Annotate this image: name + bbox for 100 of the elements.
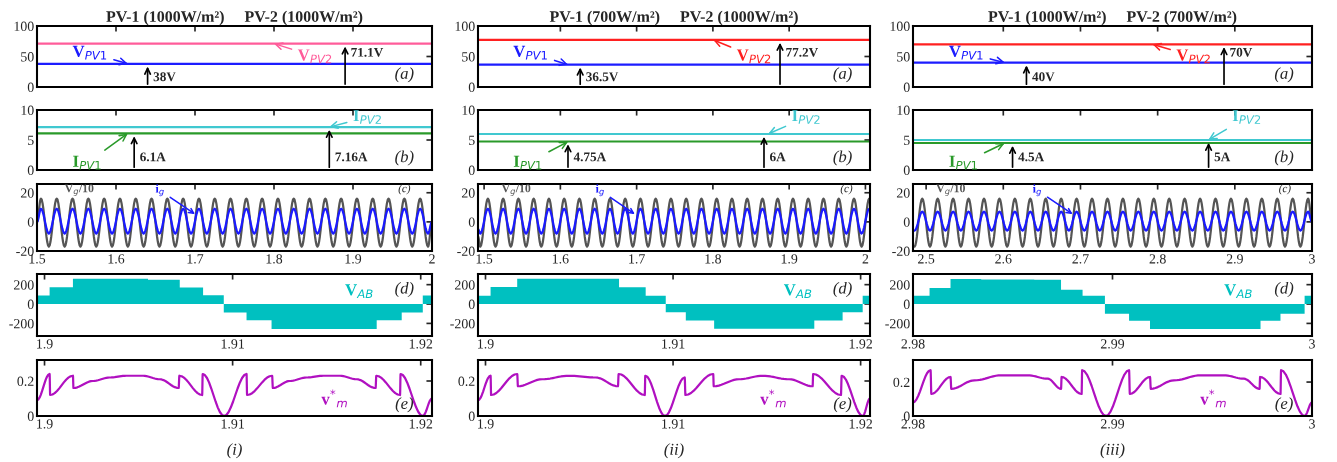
series-label: I$_{PV1}$ <box>949 155 977 170</box>
y-tick-label: 0 <box>468 411 475 421</box>
x-tick-label: 2.98 <box>901 419 925 429</box>
text: (iii) <box>1100 443 1125 459</box>
series-label: V$_{PV2}$ <box>1176 49 1210 64</box>
x-tick-label: 1.7 <box>629 254 645 264</box>
annotation: 4.5A <box>1018 152 1045 162</box>
series-label: V$_{g}$/10 <box>501 184 531 196</box>
y-tick-label: -20 <box>457 246 475 256</box>
x-tick-label: 1.9 <box>478 339 494 349</box>
annotation: (e) <box>395 397 414 413</box>
text: (i) <box>227 443 242 459</box>
series-label: i$_{g}$ <box>155 184 164 197</box>
annotation: (e) <box>833 397 852 413</box>
chart-title: PV-1 (700W/m²) PV-2 (1000W/m²) <box>549 10 798 26</box>
annotation: 70V <box>1230 47 1253 57</box>
x-tick-label: 1.5 <box>29 254 46 264</box>
x-tick-label: 2.6 <box>995 254 1012 264</box>
annotation: (b) <box>1274 150 1294 166</box>
annotation: (d) <box>395 281 414 298</box>
x-tick-label: 1.8 <box>705 254 722 264</box>
x-tick-label: 1.9 <box>345 254 362 264</box>
legend-label: I$_{PV1}$ <box>513 155 542 170</box>
y-tick-label: 0 <box>903 165 910 175</box>
series-label: V$_{AB}$ <box>1224 284 1252 299</box>
y-tick-label: 20 <box>461 188 475 198</box>
x-tick-label: 3 <box>1309 254 1315 264</box>
annotation: (c) <box>1279 184 1291 195</box>
x-tick-label: 2 <box>429 254 435 264</box>
annotation: (c) <box>398 184 411 195</box>
y-tick-label: 50 <box>21 52 34 62</box>
x-tick-label: 1.92 <box>409 339 433 349</box>
y-tick-label: -20 <box>16 246 34 256</box>
x-tick-label: 1.6 <box>552 254 569 264</box>
x-tick-label: 1.92 <box>849 339 873 349</box>
y-tick-label: 10 <box>462 105 475 115</box>
annotation: (a) <box>395 67 414 83</box>
y-tick-label: 0 <box>468 217 475 227</box>
x-tick-label: 2.8 <box>1149 254 1166 264</box>
annotation: (e) <box>1275 397 1293 413</box>
y-tick-label: 0 <box>468 82 475 92</box>
x-tick-label: 1.92 <box>849 419 873 429</box>
annotation: (a) <box>833 67 852 83</box>
series-label: v$^{*}$$_{m}$ <box>321 389 347 408</box>
y-tick-label: 200 <box>14 280 34 290</box>
y-tick-label: 10 <box>21 105 34 115</box>
y-tick-label: 100 <box>455 21 475 31</box>
y-tick-label: -200 <box>450 318 475 329</box>
series-label: V$_{AB}$ <box>345 284 373 299</box>
x-tick-label: 1.5 <box>476 254 493 264</box>
y-tick-label: -20 <box>892 246 910 256</box>
series-label: V$_{PV2}$ <box>736 49 771 64</box>
y-tick-label: 200 <box>455 280 475 290</box>
annotation: (d) <box>833 281 852 298</box>
x-tick-label: 1.9 <box>37 339 53 349</box>
annotation: 38V <box>153 72 176 82</box>
series-label: V$_{g}$/10 <box>64 184 94 196</box>
annotation: 40V <box>1032 72 1055 82</box>
y-tick-label: 200 <box>890 280 910 290</box>
x-tick-label: 1.6 <box>108 254 125 264</box>
annotation: 6.1A <box>140 152 166 162</box>
y-tick-label: 0 <box>468 165 475 175</box>
legend-label: V$_{PV1}$ <box>949 45 983 60</box>
x-tick-label: 1.9 <box>37 419 53 429</box>
y-tick-label: 0.2 <box>458 376 475 387</box>
legend-label: I$_{PV1}$ <box>73 155 101 170</box>
y-tick-label: 0 <box>27 299 34 309</box>
y-tick-label: 0 <box>903 299 910 309</box>
annotation: 7.16A <box>335 152 368 162</box>
y-tick-label: 0 <box>27 165 34 175</box>
y-tick-label: -200 <box>885 318 910 329</box>
x-tick-label: 1.92 <box>409 419 433 429</box>
y-tick-label: 100 <box>14 21 34 31</box>
x-tick-label: 2.99 <box>1100 419 1125 429</box>
annotation: 71.1V <box>351 47 384 57</box>
series-label: I$_{PV2}$ <box>792 110 820 124</box>
y-tick-label: 0.2 <box>893 377 910 388</box>
legend-label: V$_{PV1}$ <box>513 45 547 60</box>
annotation: (b) <box>833 150 852 166</box>
y-tick-label: 0 <box>903 411 910 421</box>
y-tick-label: 0 <box>27 82 34 92</box>
annotation: (b) <box>395 150 414 166</box>
annotation: (d) <box>1274 281 1294 298</box>
x-tick-label: 2.99 <box>1100 339 1125 349</box>
y-tick-label: 0 <box>903 82 910 92</box>
legend-label: V$_{PV1}$ <box>72 45 107 60</box>
chart-title: PV-1 (1000W/m²) PV-2 (1000W/m²) <box>106 10 363 26</box>
series-label: V$_{g}$/10 <box>936 184 965 196</box>
annotation: 77.2V <box>786 47 819 57</box>
y-tick-label: 0 <box>903 217 910 227</box>
y-tick-label: 5 <box>904 135 910 145</box>
y-tick-label: 100 <box>890 21 910 31</box>
x-tick-label: 2.5 <box>918 254 935 264</box>
x-tick-label: 2.98 <box>901 339 925 349</box>
y-tick-label: 0 <box>27 411 34 421</box>
x-tick-label: 1.91 <box>221 339 244 349</box>
y-tick-label: 20 <box>896 188 910 198</box>
annotation: 6A <box>770 152 786 162</box>
x-tick-label: 1.7 <box>187 254 204 264</box>
x-tick-label: 3 <box>1309 339 1315 349</box>
